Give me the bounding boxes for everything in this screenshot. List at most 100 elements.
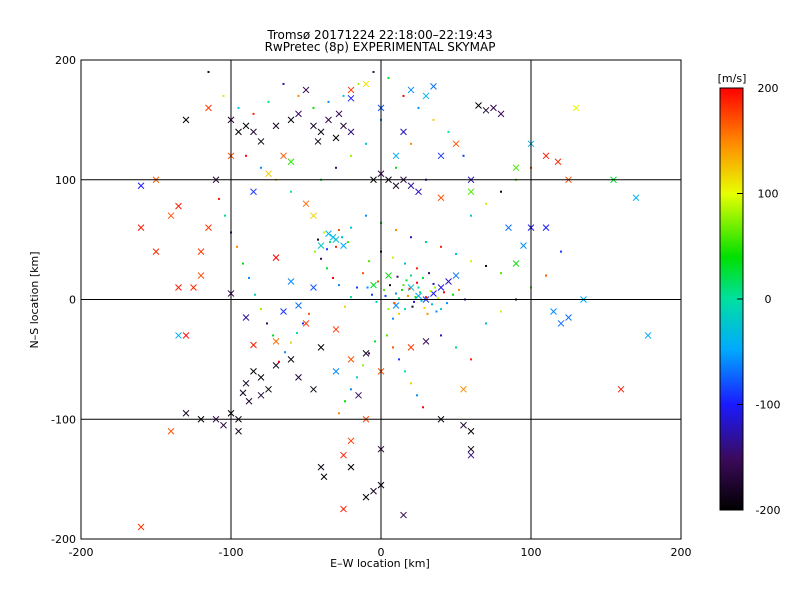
x-marker — [182, 116, 190, 124]
x-marker — [235, 427, 242, 435]
x-marker — [407, 182, 415, 190]
x-marker — [220, 421, 227, 429]
dot-marker — [404, 262, 406, 265]
x-marker — [475, 102, 482, 109]
x-marker — [287, 356, 295, 363]
dot-marker — [371, 293, 373, 296]
dot-marker — [402, 284, 405, 287]
colorbar-tick-label: 200 — [758, 82, 779, 95]
dot-marker — [455, 252, 457, 255]
dot-marker — [383, 288, 385, 291]
x-marker — [467, 445, 475, 453]
dot-marker — [332, 276, 334, 279]
dot-marker — [338, 284, 340, 287]
x-marker — [280, 308, 287, 315]
x-marker — [347, 356, 355, 363]
colorbar-tick-labels: 200 100 0 -100 -200 — [737, 82, 780, 517]
dot-marker — [413, 300, 415, 303]
x-marker — [422, 338, 430, 345]
dot-marker — [455, 346, 457, 349]
dot-marker — [374, 340, 376, 343]
dot-marker — [416, 394, 418, 397]
x-marker — [317, 128, 325, 136]
y-tick-label: 100 — [55, 174, 76, 187]
dot-marker — [434, 286, 436, 289]
dot-marker — [375, 300, 378, 303]
dot-marker — [500, 310, 502, 313]
x-marker — [320, 473, 328, 481]
x-marker — [310, 385, 317, 393]
x-tick-label: 200 — [671, 546, 692, 559]
x-marker — [347, 128, 355, 136]
x-marker — [242, 122, 250, 130]
x-marker — [235, 128, 242, 136]
x-marker — [302, 320, 310, 327]
x-tick-label: 100 — [521, 546, 542, 559]
dot-marker — [440, 308, 442, 311]
x-tick-labels: -200 -100 0 100 200 — [69, 546, 692, 559]
dot-marker — [366, 286, 369, 289]
dot-marker — [440, 334, 442, 337]
dot-marker — [302, 322, 304, 325]
dot-marker — [335, 166, 337, 169]
dot-marker — [437, 297, 439, 300]
dot-marker — [452, 293, 454, 296]
x-marker — [302, 86, 310, 94]
scatter-marks — [137, 70, 652, 531]
dot-marker — [395, 292, 397, 295]
dot-marker — [425, 241, 427, 244]
x-marker — [340, 451, 347, 459]
dot-marker — [218, 197, 220, 200]
dot-marker — [422, 406, 424, 409]
dot-marker — [408, 287, 411, 290]
x-marker — [467, 451, 475, 459]
dot-marker — [272, 334, 274, 337]
x-marker — [392, 182, 400, 190]
x-marker — [467, 188, 475, 196]
x-marker — [415, 188, 422, 196]
x-marker — [250, 128, 257, 136]
dot-marker — [458, 288, 460, 291]
x-marker — [572, 104, 580, 112]
dot-marker — [282, 82, 285, 85]
dot-marker — [398, 312, 400, 315]
dot-marker — [422, 276, 424, 279]
x-tick-label: -100 — [219, 546, 244, 559]
dot-marker — [362, 272, 364, 275]
dot-marker — [365, 214, 367, 217]
dot-marker — [545, 274, 547, 277]
dot-marker — [410, 274, 412, 277]
x-marker — [295, 302, 302, 309]
y-tick-label: -100 — [51, 413, 76, 426]
dot-marker — [470, 358, 472, 361]
x-marker — [437, 284, 445, 291]
dot-marker — [411, 305, 414, 308]
dot-marker — [423, 306, 426, 309]
x-marker — [497, 110, 505, 118]
dot-marker — [260, 166, 262, 169]
x-marker — [265, 385, 272, 393]
dot-marker — [372, 70, 375, 73]
x-marker — [287, 158, 295, 166]
dot-marker — [224, 214, 226, 217]
dot-marker — [402, 94, 405, 97]
dot-marker — [410, 382, 412, 385]
dot-marker — [419, 291, 421, 294]
dot-marker — [248, 276, 250, 279]
dot-marker — [252, 112, 255, 115]
x-marker — [347, 94, 355, 102]
dot-marker — [393, 302, 396, 305]
x-marker — [272, 254, 280, 261]
dot-marker — [470, 260, 472, 263]
dot-marker — [398, 358, 400, 361]
dot-marker — [416, 267, 418, 270]
dot-marker — [414, 296, 417, 299]
dot-marker — [485, 264, 487, 267]
dot-marker — [387, 308, 390, 311]
dot-marker — [410, 236, 412, 239]
x-marker — [175, 332, 182, 339]
x-marker — [137, 182, 145, 190]
x-marker — [287, 278, 295, 285]
plot-frame — [80, 59, 682, 540]
dot-marker — [395, 166, 397, 169]
